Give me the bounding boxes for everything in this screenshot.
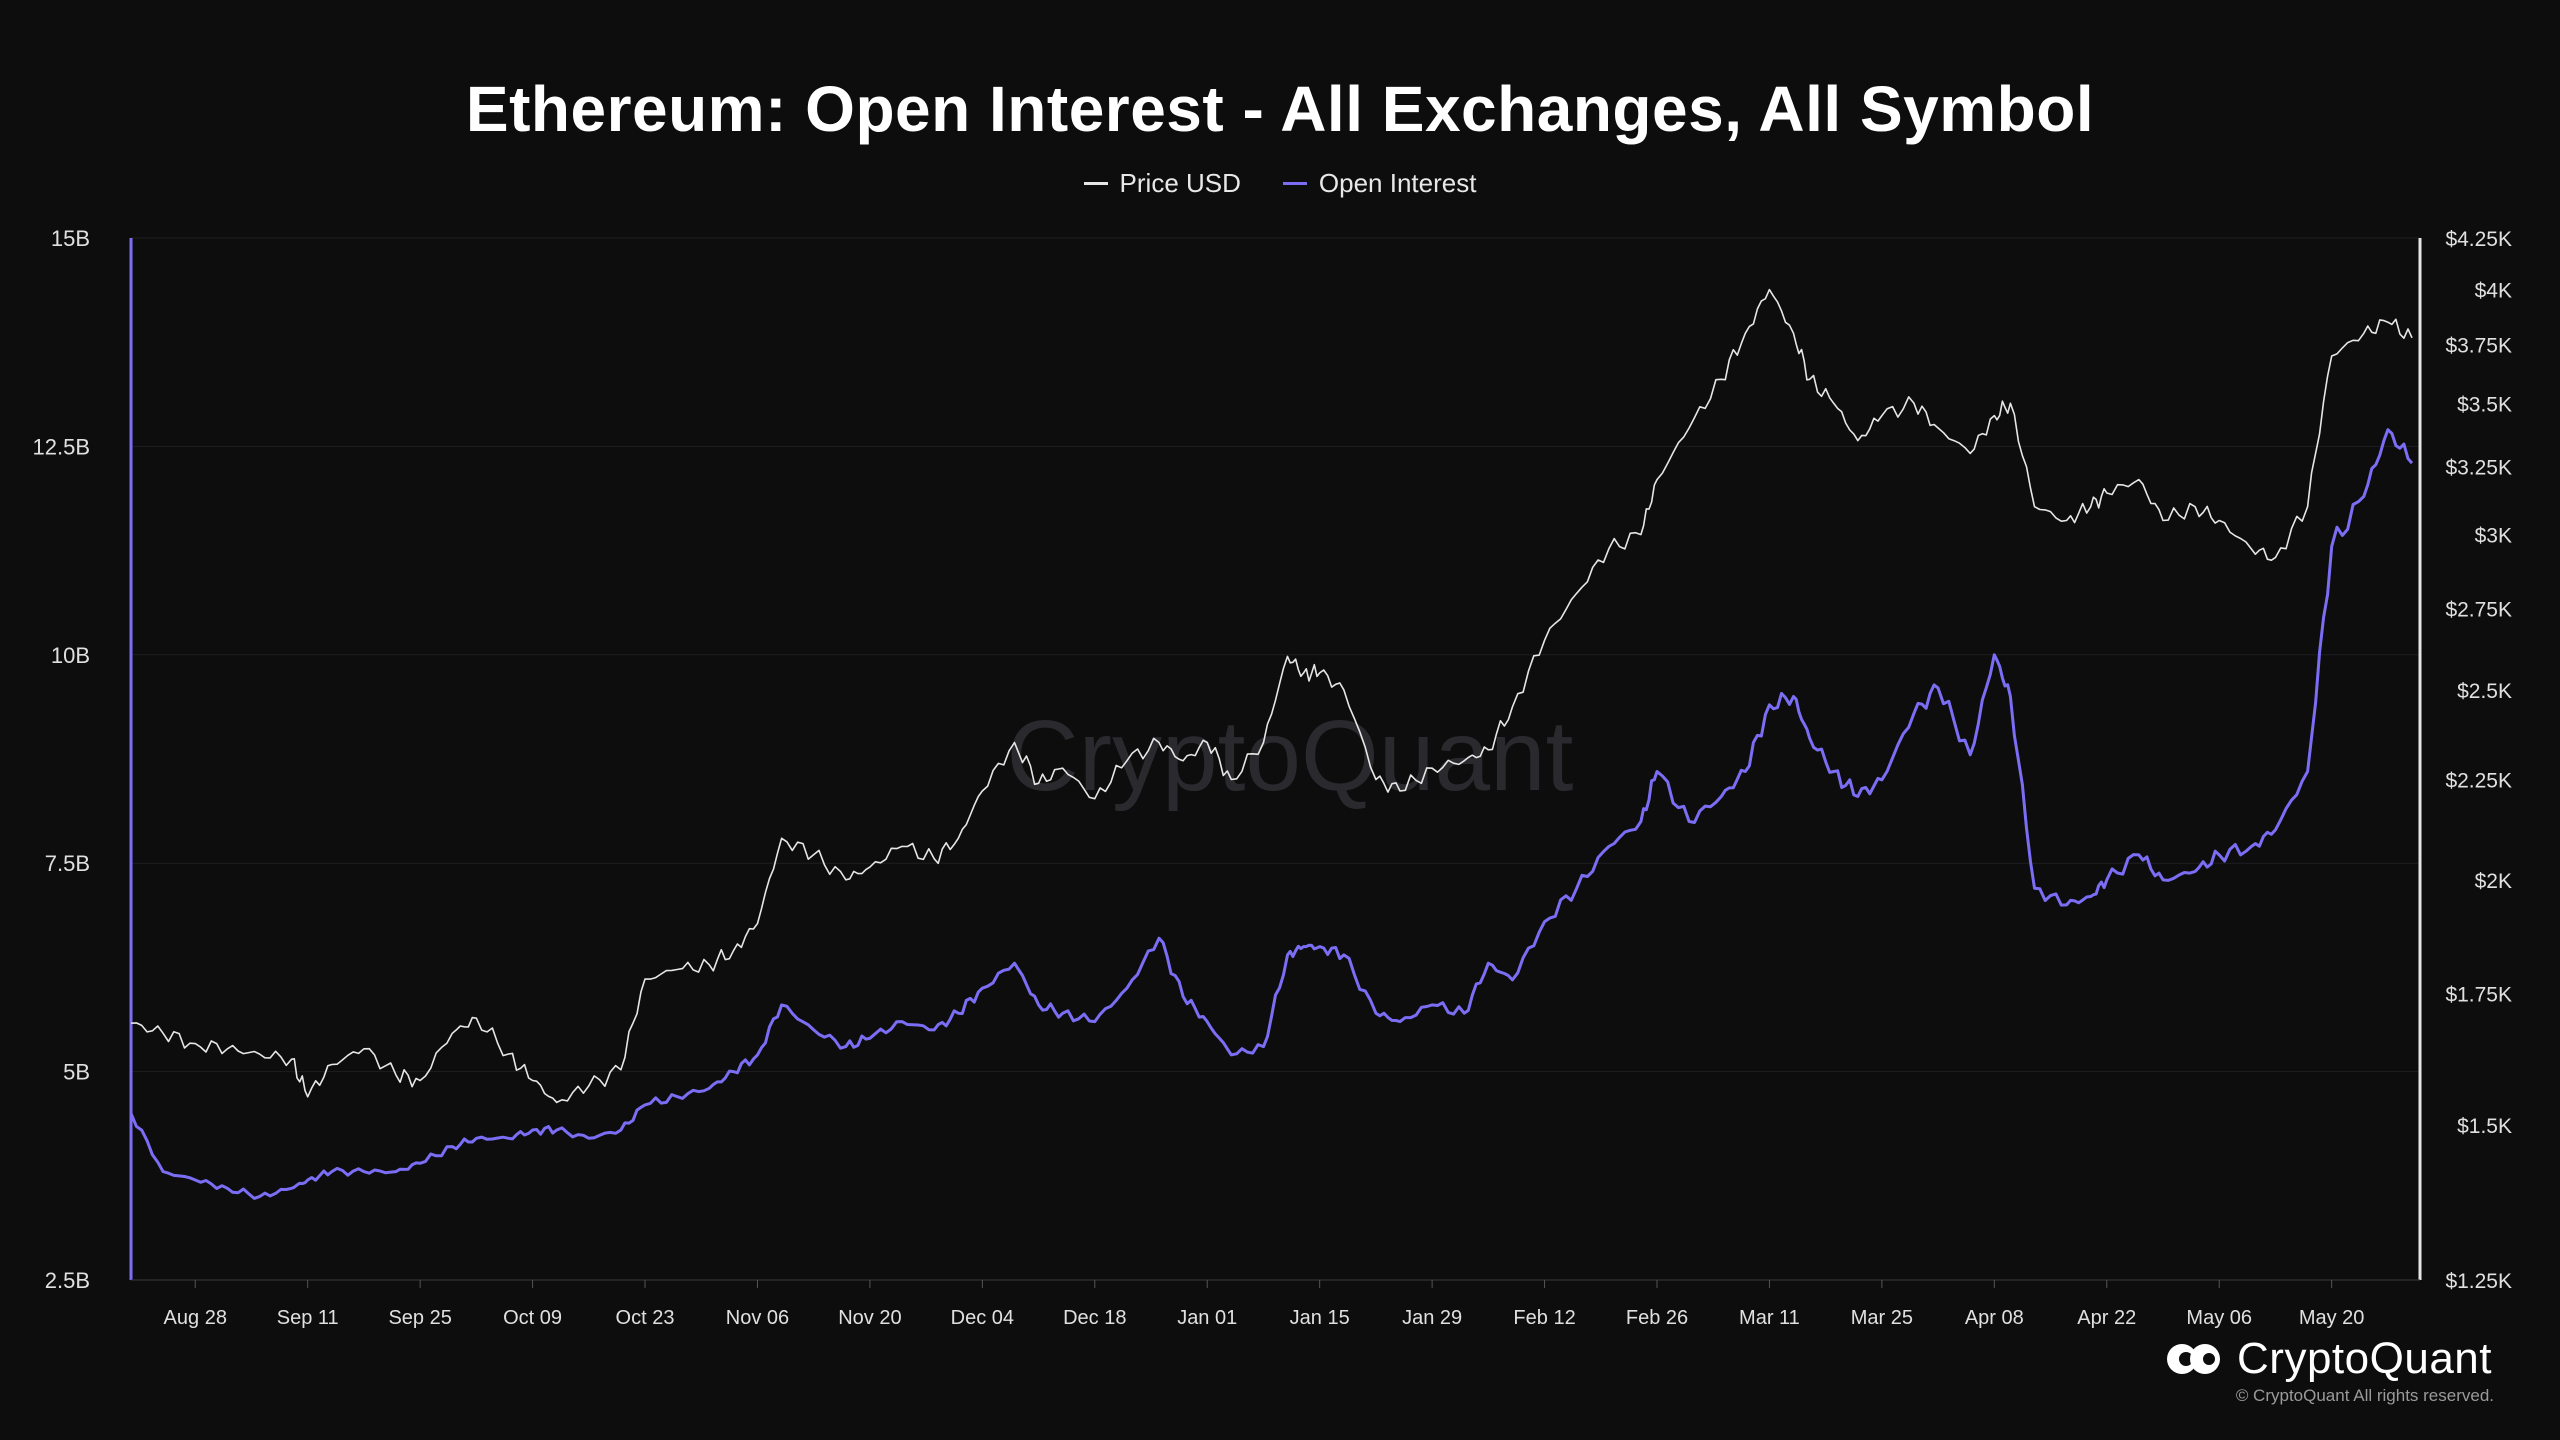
right-tick-label: $2K — [2475, 870, 2512, 893]
left-tick-label: 15B — [51, 226, 90, 251]
left-tick-label: 5B — [63, 1060, 90, 1085]
x-tick-label: Oct 09 — [503, 1307, 562, 1329]
x-tick-label: Mar 11 — [1739, 1307, 1800, 1329]
x-tick-label: Oct 23 — [616, 1307, 675, 1329]
legend-label-open-interest: Open Interest — [1318, 168, 1477, 198]
right-tick-label: $2.5K — [2457, 680, 2512, 703]
right-tick-label: $1.75K — [2445, 984, 2512, 1007]
chart-title: Ethereum: Open Interest - All Exchanges,… — [465, 73, 2095, 145]
cryptoquant-logo-icon — [2165, 1342, 2223, 1376]
x-tick-label: Sep 25 — [388, 1307, 451, 1329]
x-tick-label: Sep 11 — [277, 1307, 339, 1329]
x-tick-label: Jan 29 — [1402, 1307, 1462, 1329]
x-tick-label: May 06 — [2186, 1307, 2252, 1329]
legend-swatch-price — [1083, 182, 1108, 185]
left-tick-label: 12.5B — [33, 434, 91, 459]
series-price-line — [130, 288, 2413, 1104]
x-tick-label: Nov 06 — [726, 1307, 789, 1329]
right-tick-label: $2.75K — [2445, 599, 2512, 622]
right-tick-label: $4K — [2475, 280, 2512, 303]
right-axis-ticks: $4.25K $4K $3.75K $3.5K $3.25K $3K $2.75K $2.5K… — [2445, 228, 2512, 1293]
watermark: CryptoQuant — [1007, 700, 1574, 812]
x-tick-label: Nov 20 — [838, 1307, 901, 1329]
legend-item-price[interactable]: Price USD — [1083, 168, 1241, 199]
x-tick-label: Feb 26 — [1626, 1307, 1688, 1329]
legend-label-price: Price USD — [1119, 168, 1241, 198]
right-tick-label: $3K — [2475, 525, 2512, 548]
series-open-interest-line — [129, 428, 2414, 1200]
series-layer — [129, 288, 2414, 1200]
left-tick-label: 10B — [51, 643, 90, 668]
right-tick-label: $2.25K — [2445, 770, 2512, 793]
right-tick-label: $3.5K — [2457, 393, 2512, 416]
right-tick-label: $1.5K — [2457, 1115, 2512, 1138]
x-tick-label: Apr 22 — [2077, 1307, 2136, 1329]
x-tick-label: Jan 01 — [1177, 1307, 1237, 1329]
copyright-text: © CryptoQuant All rights reserved. — [2235, 1386, 2494, 1405]
x-tick-label: Dec 04 — [951, 1307, 1014, 1329]
x-tick-label: Apr 08 — [1965, 1307, 2024, 1329]
left-tick-label: 7.5B — [45, 851, 90, 876]
legend-swatch-open-interest — [1282, 182, 1307, 185]
x-tick-label: Aug 28 — [164, 1307, 227, 1329]
left-axis-ticks: 15B 12.5B 10B 7.5B 5B 2.5B — [33, 226, 91, 1293]
x-tick-label: Mar 25 — [1851, 1307, 1913, 1329]
x-tick-label: Dec 18 — [1063, 1307, 1126, 1329]
legend-item-open-interest[interactable]: Open Interest — [1282, 168, 1477, 199]
x-tick-label: May 20 — [2299, 1307, 2365, 1329]
right-tick-label: $3.75K — [2445, 335, 2512, 358]
left-tick-label: 2.5B — [45, 1268, 90, 1293]
chart-legend: Price USD Open Interest — [0, 168, 2560, 199]
x-axis-ticks: Aug 28 Sep 11 Sep 25 Oct 09 Oct 23 Nov 06 Nov … — [164, 1280, 2365, 1329]
right-tick-label: $4.25K — [2445, 228, 2512, 251]
x-tick-label: Feb 12 — [1513, 1307, 1575, 1329]
brand-logo-area: CryptoQuant — [2165, 1334, 2492, 1384]
right-tick-label: $1.25K — [2445, 1270, 2512, 1293]
right-tick-label: $3.25K — [2445, 456, 2512, 479]
brand-name: CryptoQuant — [2237, 1334, 2492, 1383]
x-tick-label: Jan 15 — [1290, 1307, 1350, 1329]
